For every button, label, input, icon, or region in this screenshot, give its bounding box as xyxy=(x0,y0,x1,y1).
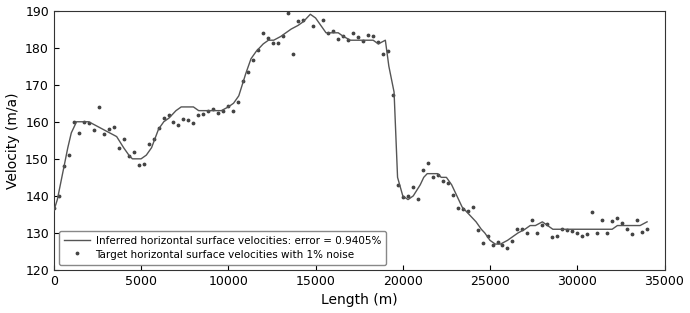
Inferred horizontal surface velocities: error = 0.9405%: (1.26e+04, 182): error = 0.9405%: (1.26e+04, 182) xyxy=(270,38,278,42)
Target horizontal surface velocities with 1% noise xyxy=(643,228,651,231)
Y-axis label: Velocity (m/a): Velocity (m/a) xyxy=(6,92,19,188)
Target horizontal surface velocities with 1% noise xyxy=(314,2,322,6)
Target horizontal surface velocities with 1% noise xyxy=(529,218,537,222)
Inferred horizontal surface velocities: error = 0.9405%: (1.47e+04, 189): error = 0.9405%: (1.47e+04, 189) xyxy=(306,13,315,16)
Inferred horizontal surface velocities: error = 0.9405%: (2e+04, 140): error = 0.9405%: (2e+04, 140) xyxy=(399,194,407,198)
Line: Target horizontal surface velocities with 1% noise: Target horizontal surface velocities wit… xyxy=(52,2,649,250)
Line: Inferred horizontal surface velocities: error = 0.9405%: Inferred horizontal surface velocities: … xyxy=(54,14,647,244)
Inferred horizontal surface velocities: error = 0.9405%: (0, 136): error = 0.9405%: (0, 136) xyxy=(50,209,58,213)
Inferred horizontal surface velocities: error = 0.9405%: (3.33e+04, 132): error = 0.9405%: (3.33e+04, 132) xyxy=(631,224,639,228)
Inferred horizontal surface velocities: error = 0.9405%: (2.63e+04, 129): error = 0.9405%: (2.63e+04, 129) xyxy=(509,235,517,239)
Inferred horizontal surface velocities: error = 0.9405%: (2.42e+04, 133): error = 0.9405%: (2.42e+04, 133) xyxy=(472,220,480,224)
Inferred horizontal surface velocities: error = 0.9405%: (3.4e+04, 133): error = 0.9405%: (3.4e+04, 133) xyxy=(643,220,651,224)
Target horizontal surface velocities with 1% noise xyxy=(209,107,217,111)
Target horizontal surface velocities with 1% noise xyxy=(175,123,183,127)
Target horizontal surface velocities with 1% noise xyxy=(384,49,392,53)
Inferred horizontal surface velocities: error = 0.9405%: (2.32e+04, 139): error = 0.9405%: (2.32e+04, 139) xyxy=(455,198,463,202)
Inferred horizontal surface velocities: error = 0.9405%: (2.53e+04, 127): error = 0.9405%: (2.53e+04, 127) xyxy=(491,242,500,246)
Target horizontal surface velocities with 1% noise xyxy=(50,206,58,210)
Target horizontal surface velocities with 1% noise xyxy=(633,218,641,222)
Target horizontal surface velocities with 1% noise xyxy=(464,209,472,213)
Legend: Inferred horizontal surface velocities: error = 0.9405%, Target horizontal surfa: Inferred horizontal surface velocities: … xyxy=(59,231,386,265)
Target horizontal surface velocities with 1% noise xyxy=(503,246,511,249)
X-axis label: Length (m): Length (m) xyxy=(321,294,397,307)
